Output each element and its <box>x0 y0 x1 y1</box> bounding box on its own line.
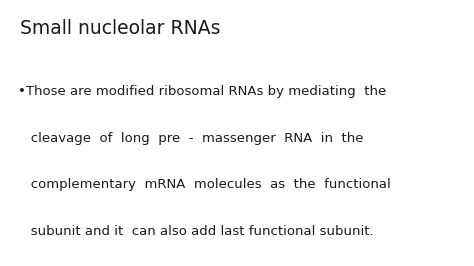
Text: Small nucleolar RNAs: Small nucleolar RNAs <box>20 19 220 38</box>
Text: •Those are modified ribosomal RNAs by mediating  the: •Those are modified ribosomal RNAs by me… <box>18 85 386 98</box>
Text: cleavage  of  long  pre  -  massenger  RNA  in  the: cleavage of long pre - massenger RNA in … <box>18 132 364 145</box>
Text: complementary  mRNA  molecules  as  the  functional: complementary mRNA molecules as the func… <box>18 178 391 191</box>
Text: subunit and it  can also add last functional subunit.: subunit and it can also add last functio… <box>18 225 374 238</box>
